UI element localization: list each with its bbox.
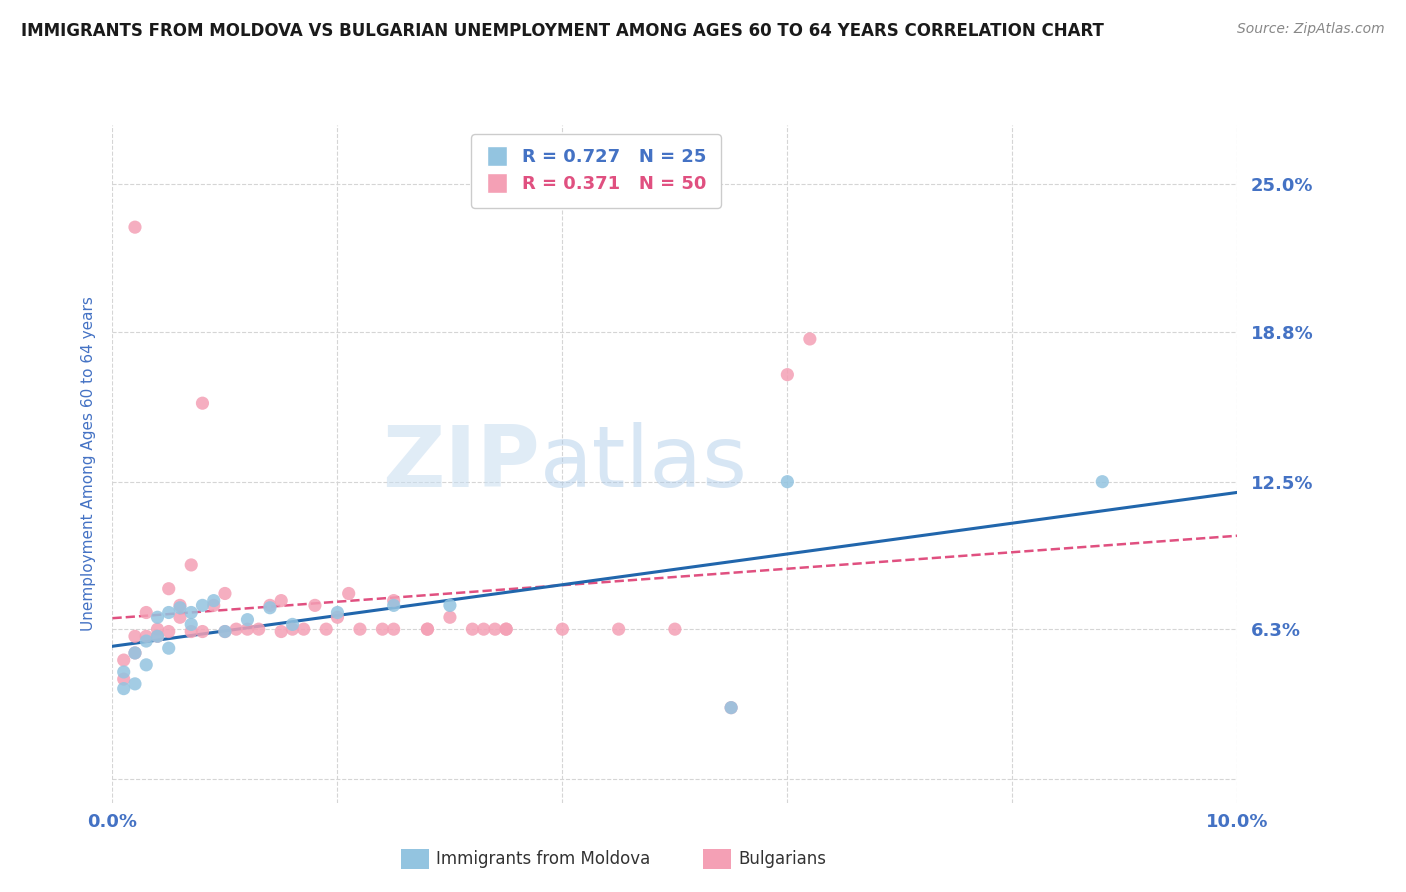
Point <box>124 629 146 643</box>
Point <box>202 599 225 613</box>
Text: ZIP: ZIP <box>382 422 540 506</box>
Point <box>169 600 191 615</box>
Point <box>112 672 135 686</box>
Point <box>720 700 742 714</box>
Point <box>439 599 461 613</box>
Point <box>484 622 506 636</box>
Point <box>495 622 517 636</box>
Point <box>191 599 214 613</box>
Point <box>214 624 236 639</box>
Point <box>236 622 259 636</box>
Point <box>382 622 405 636</box>
Point <box>607 622 630 636</box>
Text: atlas: atlas <box>540 422 748 506</box>
Point <box>1091 475 1114 489</box>
Point <box>439 610 461 624</box>
Point <box>180 617 202 632</box>
Point <box>135 629 157 643</box>
Point <box>799 332 821 346</box>
Point <box>349 622 371 636</box>
Point <box>180 624 202 639</box>
Point <box>371 622 394 636</box>
Y-axis label: Unemployment Among Ages 60 to 64 years: Unemployment Among Ages 60 to 64 years <box>80 296 96 632</box>
Point <box>135 606 157 620</box>
Point <box>124 220 146 235</box>
Point <box>720 700 742 714</box>
Point <box>270 624 292 639</box>
Point <box>776 475 799 489</box>
Point <box>146 622 169 636</box>
Point <box>146 629 169 643</box>
Point <box>135 657 157 672</box>
Point <box>776 368 799 382</box>
Point <box>191 624 214 639</box>
Point <box>382 599 405 613</box>
Point <box>551 622 574 636</box>
Point <box>495 622 517 636</box>
Point <box>157 624 180 639</box>
Point <box>416 622 439 636</box>
Point <box>337 586 360 600</box>
Point <box>146 629 169 643</box>
Point <box>112 653 135 667</box>
Point <box>180 558 202 572</box>
Point <box>259 600 281 615</box>
Point <box>214 624 236 639</box>
Point <box>157 641 180 656</box>
Point <box>202 593 225 607</box>
Point <box>169 610 191 624</box>
Point <box>236 613 259 627</box>
Point <box>191 396 214 410</box>
Point <box>416 622 439 636</box>
Point <box>326 606 349 620</box>
Text: Immigrants from Moldova: Immigrants from Moldova <box>436 850 650 868</box>
Point <box>304 599 326 613</box>
Point <box>461 622 484 636</box>
Point <box>169 599 191 613</box>
Point <box>270 593 292 607</box>
Point <box>214 586 236 600</box>
Legend: R = 0.727   N = 25, R = 0.371   N = 50: R = 0.727 N = 25, R = 0.371 N = 50 <box>471 134 721 208</box>
Point <box>112 665 135 679</box>
Point <box>124 677 146 691</box>
Point <box>281 622 304 636</box>
Point <box>146 610 169 624</box>
Point <box>225 622 247 636</box>
Point <box>157 606 180 620</box>
Point <box>112 681 135 696</box>
Point <box>292 622 315 636</box>
Point <box>315 622 337 636</box>
Text: IMMIGRANTS FROM MOLDOVA VS BULGARIAN UNEMPLOYMENT AMONG AGES 60 TO 64 YEARS CORR: IMMIGRANTS FROM MOLDOVA VS BULGARIAN UNE… <box>21 22 1104 40</box>
Point <box>281 617 304 632</box>
Point <box>326 610 349 624</box>
Point <box>382 593 405 607</box>
Point <box>259 599 281 613</box>
Point <box>472 622 495 636</box>
Point <box>157 582 180 596</box>
Text: Bulgarians: Bulgarians <box>738 850 827 868</box>
Point <box>124 646 146 660</box>
Point <box>180 606 202 620</box>
Point <box>247 622 270 636</box>
Text: Source: ZipAtlas.com: Source: ZipAtlas.com <box>1237 22 1385 37</box>
Point <box>664 622 686 636</box>
Point <box>124 646 146 660</box>
Point <box>135 634 157 648</box>
